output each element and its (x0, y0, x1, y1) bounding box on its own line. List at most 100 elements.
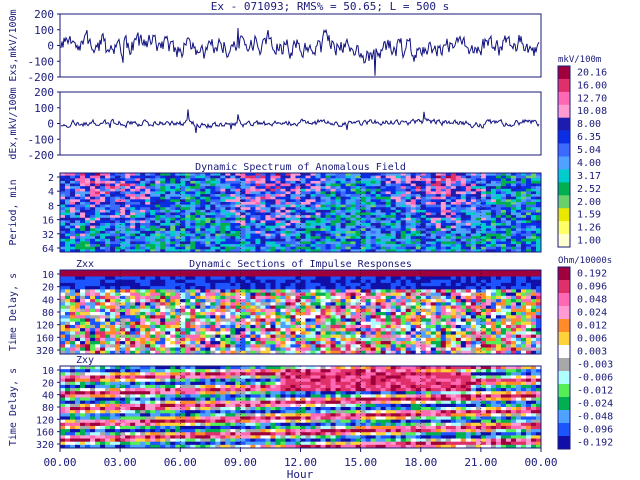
heatmap-cell (260, 175, 266, 179)
heatmap-cell (460, 315, 467, 319)
heatmap-cell (345, 318, 351, 323)
heatmap-cell (380, 286, 387, 290)
heatmap-cell (430, 175, 437, 179)
heatmap-cell (515, 188, 522, 192)
heatmap-cell (345, 233, 351, 237)
heatmap-cell (375, 236, 382, 240)
heatmap-cell (280, 215, 286, 219)
heatmap-cell (80, 236, 86, 240)
heatmap-cell (200, 324, 206, 329)
heatmap-cell (345, 276, 351, 281)
heatmap-cell (145, 191, 151, 195)
heatmap-cell (460, 191, 467, 195)
heatmap-cell (95, 233, 101, 237)
heatmap-cell (325, 292, 331, 297)
heatmap-cell (160, 244, 166, 248)
heatmap-cell (390, 230, 397, 234)
heatmap-cell (90, 241, 96, 245)
heatmap-cell (200, 238, 206, 242)
heatmap-cell (195, 279, 201, 284)
heatmap-cell (60, 324, 66, 329)
heatmap-cell (360, 223, 367, 227)
heatmap-cell (405, 183, 412, 187)
heatmap-cell (525, 215, 532, 219)
heatmap-cell (195, 233, 201, 237)
heatmap-cell (510, 331, 517, 336)
heatmap-cell (245, 209, 251, 213)
heatmap-cell (70, 337, 76, 342)
heatmap-cell (460, 331, 467, 336)
heatmap-cell (290, 201, 296, 205)
heatmap-cell (135, 282, 141, 287)
heatmap-cell (80, 273, 86, 277)
heatmap-cell (535, 238, 542, 242)
heatmap-cell (95, 223, 101, 227)
heatmap-cell (505, 273, 512, 277)
heatmap-cell (75, 337, 81, 342)
heatmap-cell (220, 302, 226, 306)
heatmap-cell (270, 270, 276, 274)
heatmap-cell (410, 230, 417, 234)
heatmap-cell (200, 183, 206, 187)
heatmap-cell (515, 299, 522, 303)
heatmap-cell (385, 308, 392, 313)
heatmap-cell (345, 292, 351, 297)
heatmap-cell (250, 217, 256, 221)
heatmap-cell (480, 215, 487, 219)
heatmap-cell (65, 299, 71, 303)
heatmap-cell (120, 312, 126, 316)
heatmap-cell (125, 212, 131, 216)
heatmap-cell (285, 217, 291, 221)
heatmap-cell (115, 292, 121, 297)
heatmap-cell (455, 328, 462, 332)
heatmap-cell (295, 191, 301, 195)
heatmap-cell (480, 238, 487, 242)
heatmap-cell (130, 225, 136, 229)
heatmap-cell (80, 292, 86, 297)
heatmap-cell (225, 199, 231, 203)
heatmap-cell (190, 228, 196, 232)
heatmap-cell (210, 236, 216, 240)
heatmap-cell (140, 225, 146, 229)
heatmap-cell (500, 249, 507, 253)
heatmap-cell (400, 282, 407, 287)
heatmap-cell (340, 201, 346, 205)
heatmap-cell (325, 328, 331, 332)
heatmap-cell (515, 279, 522, 284)
heatmap-cell (495, 299, 502, 303)
heatmap-cell (215, 295, 221, 300)
heatmap-cell (120, 286, 126, 290)
heatmap-cell (490, 199, 497, 203)
heatmap-cell (125, 223, 131, 227)
heatmap-cell (85, 279, 91, 284)
heatmap-cell (375, 233, 382, 237)
heatmap-cell (225, 207, 231, 211)
heatmap-cell (465, 230, 472, 234)
heatmap-cell (375, 196, 382, 200)
heatmap-cell (500, 321, 507, 326)
heatmap-cell (340, 324, 346, 329)
heatmap-cell (140, 249, 146, 253)
heatmap-cell (515, 201, 522, 205)
heatmap-cell (160, 196, 166, 200)
heatmap-cell (270, 286, 276, 290)
heatmap-cell (145, 173, 151, 177)
heatmap-cell (430, 199, 437, 203)
heatmap-cell (285, 175, 291, 179)
heatmap-cell (185, 289, 191, 294)
heatmap-cell (445, 204, 452, 208)
heatmap-cell (175, 220, 181, 224)
heatmap-cell (135, 273, 141, 277)
heatmap-cell (260, 207, 266, 211)
heatmap-cell (300, 286, 306, 290)
heatmap-cell (475, 292, 482, 297)
heatmap-cell (240, 308, 246, 313)
heatmap-cell (425, 305, 432, 310)
heatmap-cell (195, 305, 201, 310)
heatmap-cell (110, 204, 116, 208)
heatmap-cell (420, 186, 427, 190)
heatmap-cell (360, 282, 367, 287)
heatmap-cell (75, 299, 81, 303)
heatmap-cell (385, 194, 392, 198)
heatmap-cell (535, 241, 542, 245)
